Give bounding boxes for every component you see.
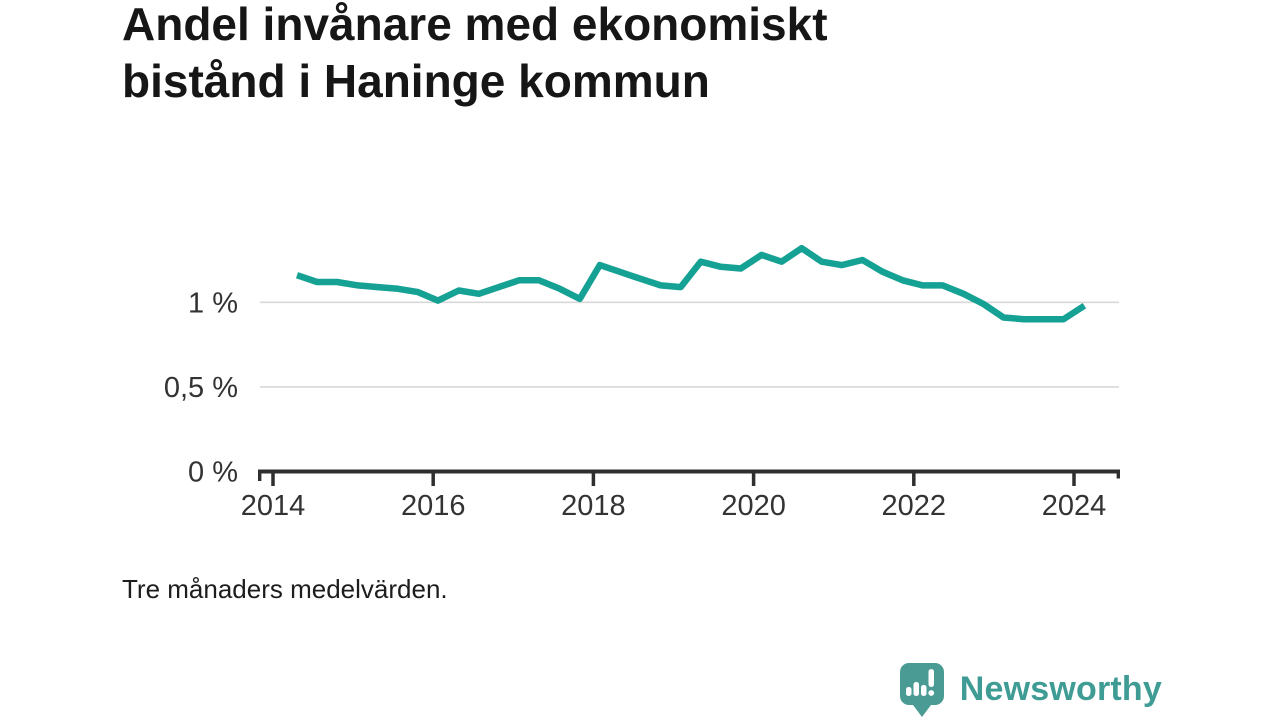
chart-title-line2: bistånd i Haninge kommun [122, 55, 710, 107]
logo-bar-2 [913, 682, 919, 696]
logo-bar-1 [905, 687, 912, 696]
newsworthy-logo: Newsworthy [897, 660, 1162, 718]
logo-exclamation-bar [928, 669, 934, 687]
newsworthy-logo-icon [899, 663, 944, 717]
y-tick-label-1: 1 % [188, 287, 238, 319]
data-line-series [295, 244, 1087, 323]
chart-footnote: Tre månaders medelvärden. [122, 574, 448, 604]
x-tick-label-2024: 2024 [1042, 490, 1107, 522]
y-tick-label-0: 0 % [188, 457, 238, 489]
logo-exclamation-dot [928, 690, 934, 696]
y-tick-label-0.5: 0,5 % [164, 372, 238, 404]
chart-title: Andel invånare med ekonomiskt bistånd i … [122, 0, 828, 110]
x-tick-label-2014: 2014 [241, 490, 306, 522]
x-tick-label-2018: 2018 [561, 490, 626, 522]
x-tick-label-2022: 2022 [882, 490, 947, 522]
x-tick-label-2016: 2016 [401, 490, 466, 522]
x-tick-label-2020: 2020 [721, 490, 786, 522]
newsworthy-logo-text: Newsworthy [959, 669, 1162, 708]
logo-bar-3 [920, 685, 927, 696]
chart-title-line1: Andel invånare med ekonomiskt [122, 0, 828, 50]
